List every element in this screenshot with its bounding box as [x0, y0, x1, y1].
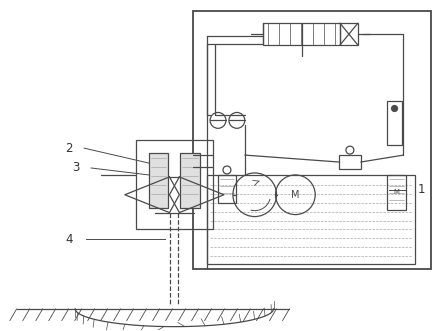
Bar: [387, 101, 403, 145]
Bar: [340, 23, 358, 45]
Bar: [148, 153, 168, 208]
Bar: [263, 23, 340, 45]
Text: 3: 3: [73, 162, 80, 174]
Text: M: M: [393, 189, 400, 195]
Text: M: M: [291, 190, 299, 200]
Bar: [193, 11, 431, 269]
Text: 4: 4: [66, 233, 73, 246]
Bar: [207, 175, 416, 264]
Bar: [180, 153, 200, 208]
Bar: [339, 155, 361, 169]
Bar: [387, 175, 406, 210]
Bar: [218, 175, 236, 203]
Text: 1: 1: [418, 183, 425, 196]
Bar: [136, 140, 213, 229]
Text: 2: 2: [66, 142, 73, 155]
Circle shape: [392, 106, 397, 112]
